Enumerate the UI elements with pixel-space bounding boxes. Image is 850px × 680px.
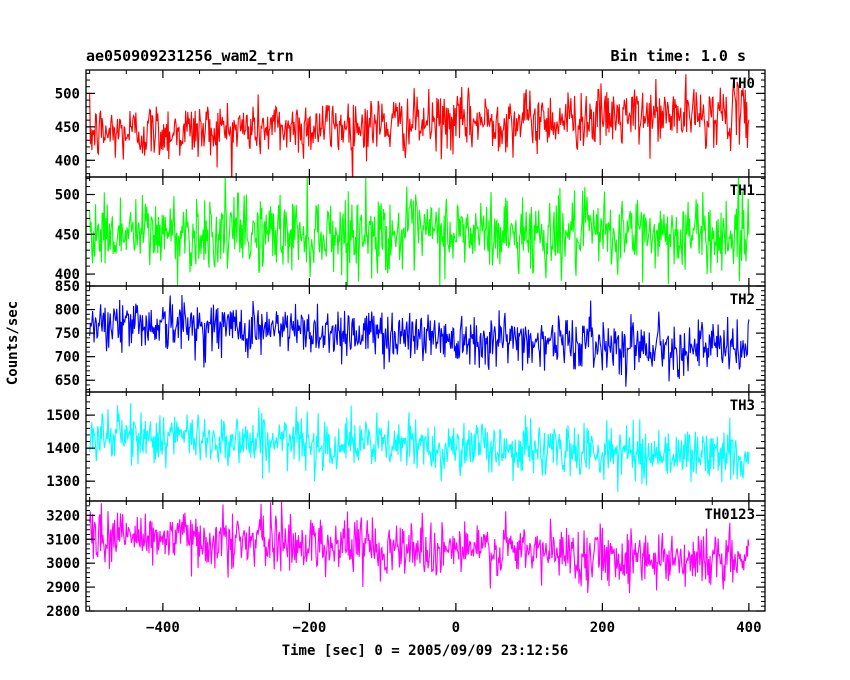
panel-th0123: 2800 2900 3000 3100 3200 TH0123	[46, 500, 766, 620]
panels-group: 400 450 500 TH0 400 450 500 TH1 650 700 750 800 850 T…	[46, 69, 766, 620]
series-line-th3	[89, 403, 750, 492]
x-tick-label: −200	[293, 620, 327, 636]
y-tick-label: 500	[55, 86, 80, 102]
panel-frame	[85, 500, 766, 612]
series-line-th0	[89, 74, 750, 177]
y-tick-label: 2900	[46, 580, 80, 596]
x-tick-label: −400	[146, 620, 180, 636]
y-tick-label: 3000	[46, 556, 80, 572]
panel-frame	[85, 285, 766, 393]
y-tick-label: 1500	[46, 408, 80, 424]
y-tick-label: 450	[55, 120, 80, 136]
panel-th3: 1300 1400 1500 TH3	[46, 391, 766, 502]
y-tick-label: 650	[55, 373, 80, 389]
y-tick-label: 3100	[46, 532, 80, 548]
y-tick-label: 1400	[46, 441, 80, 457]
panel-label-th2: TH2	[730, 292, 755, 308]
series-line-th0123	[89, 501, 750, 594]
panel-frame	[85, 391, 766, 502]
y-tick-label: 700	[55, 350, 80, 366]
chart-title: ae050909231256_wam2_trn	[86, 47, 294, 65]
y-tick-label: 2800	[46, 604, 80, 620]
panel-label-th1: TH1	[730, 183, 755, 199]
panel-th0: 400 450 500 TH0	[55, 69, 766, 178]
panel-th1: 400 450 500 TH1	[55, 176, 766, 287]
y-tick-label: 850	[55, 279, 80, 295]
y-tick-label: 3200	[46, 508, 80, 524]
panel-th2: 650 700 750 800 850 TH2	[55, 279, 766, 393]
x-tick-label: 400	[736, 620, 761, 636]
series-line-th1	[89, 177, 750, 286]
panel-label-th3: TH3	[730, 398, 755, 414]
series-line-th2	[89, 294, 750, 387]
y-tick-label: 750	[55, 326, 80, 342]
panel-label-th0: TH0	[730, 76, 755, 92]
y-tick-label: 400	[55, 267, 80, 283]
y-tick-label: 800	[55, 303, 80, 319]
y-tick-label: 500	[55, 188, 80, 204]
y-axis-label: Counts/sec	[5, 301, 21, 385]
y-tick-label: 1300	[46, 474, 80, 490]
y-tick-label: 450	[55, 227, 80, 243]
x-tick-label: 0	[452, 620, 460, 636]
x-axis-label: Time [sec] 0 = 2005/09/09 23:12:56	[282, 643, 569, 659]
bin-time-label: Bin time: 1.0 s	[611, 47, 746, 65]
panel-label-th0123: TH0123	[704, 507, 755, 523]
y-tick-label: 400	[55, 153, 80, 169]
x-axis: −400 −200 0 200 400	[146, 620, 761, 636]
x-tick-label: 200	[590, 620, 615, 636]
